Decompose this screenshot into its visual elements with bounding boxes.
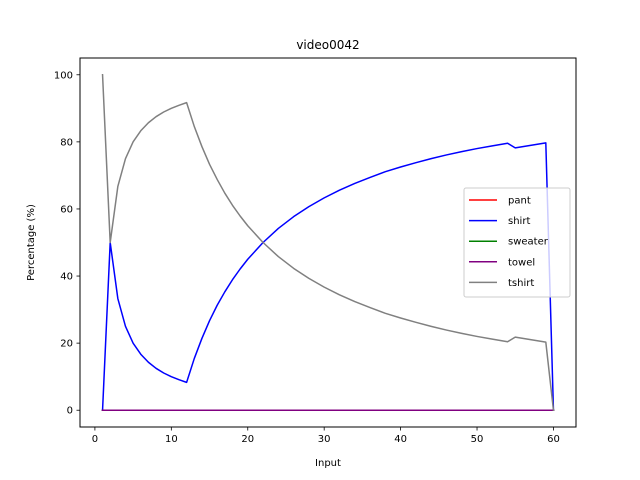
legend-label-towel: towel xyxy=(508,257,535,268)
x-axis: 0 10 20 30 40 50 60 xyxy=(92,427,560,445)
y-tick-label: 60 xyxy=(60,204,73,215)
legend-label-tshirt: tshirt xyxy=(508,278,534,289)
y-tick-label: 40 xyxy=(60,272,73,283)
series-line-tshirt xyxy=(101,73,555,412)
legend: pant shirt sweater towel tshirt xyxy=(463,187,571,298)
x-tick-label: 50 xyxy=(471,434,484,445)
x-tick-label: 60 xyxy=(547,434,560,445)
x-tick-label: 0 xyxy=(92,434,98,445)
legend-box xyxy=(463,187,571,298)
y-axis: 0 20 40 60 80 100 xyxy=(54,70,80,417)
y-tick-label: 80 xyxy=(60,137,73,148)
plot-area xyxy=(101,73,555,412)
x-tick-label: 40 xyxy=(394,434,407,445)
y-tick-label: 20 xyxy=(60,339,73,350)
series-line-shirt xyxy=(101,142,555,412)
chart-title: video0042 xyxy=(296,38,359,52)
x-tick-label: 30 xyxy=(318,434,331,445)
legend-label-sweater: sweater xyxy=(508,237,549,248)
y-axis-label: Percentage (%) xyxy=(26,204,37,281)
y-tick-label: 0 xyxy=(67,406,73,417)
y-tick-label: 100 xyxy=(54,70,73,81)
legend-label-pant: pant xyxy=(508,196,531,207)
axes-frame xyxy=(79,57,577,428)
x-tick-label: 10 xyxy=(165,434,178,445)
legend-label-shirt: shirt xyxy=(508,216,530,227)
x-tick-label: 20 xyxy=(241,434,254,445)
x-axis-label: Input xyxy=(315,458,341,469)
